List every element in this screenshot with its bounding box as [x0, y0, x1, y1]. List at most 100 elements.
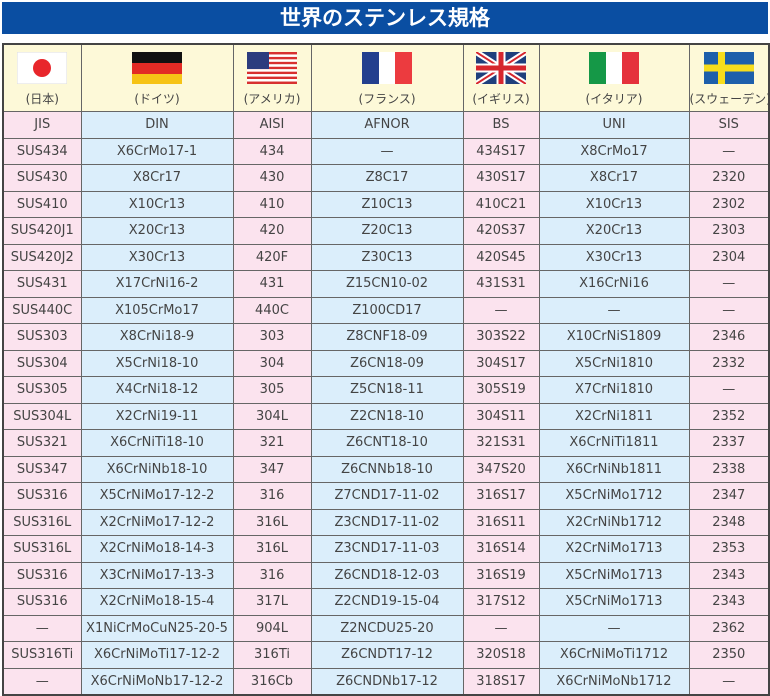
- table-cell: —: [688, 296, 770, 324]
- table-cell: —: [2, 667, 82, 696]
- column-header: SIS: [688, 111, 770, 139]
- table-cell: SUS316: [2, 561, 82, 589]
- table-row: SUS316 X2CrNiMo18-15-4 317L Z2CND19-15-04 31…: [2, 588, 770, 616]
- table-cell: SUS303: [2, 323, 82, 351]
- table-cell: SUS316L: [2, 535, 82, 563]
- table-row: SUS304 X5CrNi18-10 304 Z6CN18-09 304S17 X5CrN…: [2, 349, 770, 377]
- table-cell: 420S45: [462, 243, 540, 271]
- table-cell: X30Cr13: [80, 243, 234, 271]
- table-cell: 321S31: [462, 429, 540, 457]
- country-name: (イタリア): [585, 92, 643, 106]
- table-cell: X8Cr17: [80, 164, 234, 192]
- table-cell: X8CrNi18-9: [80, 323, 234, 351]
- table-cell: X8Cr17: [538, 164, 690, 192]
- table-cell: —: [310, 137, 464, 165]
- table-cell: SUS316: [2, 482, 82, 510]
- table-row: — X6CrNiMoNb17-12-2 316Cb Z6CNDNb17-12 318S1…: [2, 667, 770, 696]
- table-cell: Z100CD17: [310, 296, 464, 324]
- table-cell: X5CrNiMo1713: [538, 561, 690, 589]
- table-cell: Z7CND17-11-02: [310, 482, 464, 510]
- table-cell: 2346: [688, 323, 770, 351]
- table-cell: 2337: [688, 429, 770, 457]
- table-cell: 316L: [232, 508, 312, 536]
- table-cell: 2347: [688, 482, 770, 510]
- table-cell: SUS316: [2, 588, 82, 616]
- country-cell: (スウェーデン): [688, 43, 770, 112]
- country-cell: (フランス): [310, 43, 464, 112]
- table-cell: 431: [232, 270, 312, 298]
- table-cell: X6CrNiTi18-10: [80, 429, 234, 457]
- table-cell: —: [538, 296, 690, 324]
- table-cell: 2320: [688, 164, 770, 192]
- table-cell: 431S31: [462, 270, 540, 298]
- table-cell: Z6CNT18-10: [310, 429, 464, 457]
- table-cell: 347S20: [462, 455, 540, 483]
- column-header: DIN: [80, 111, 234, 139]
- table-cell: X20Cr13: [80, 217, 234, 245]
- table-cell: 316Cb: [232, 667, 312, 696]
- table-cell: 303S22: [462, 323, 540, 351]
- table-cell: X2CrNi19-11: [80, 402, 234, 430]
- table-cell: SUS304: [2, 349, 82, 377]
- table-cell: 2338: [688, 455, 770, 483]
- table-cell: SUS410: [2, 190, 82, 218]
- table-cell: 440C: [232, 296, 312, 324]
- table-cell: X5CrNi1810: [538, 349, 690, 377]
- country-cell: (アメリカ): [232, 43, 312, 112]
- table-cell: Z2NCDU25-20: [310, 614, 464, 642]
- table-cell: 2303: [688, 217, 770, 245]
- table-row: SUS316 X5CrNiMo17-12-2 316 Z7CND17-11-02 316…: [2, 482, 770, 510]
- table-cell: 317S12: [462, 588, 540, 616]
- table-cell: 316S17: [462, 482, 540, 510]
- table-cell: Z5CN18-11: [310, 376, 464, 404]
- table-cell: SUS420J2: [2, 243, 82, 271]
- table-cell: 904L: [232, 614, 312, 642]
- germany-flag-icon: [82, 52, 232, 84]
- table-cell: 305S19: [462, 376, 540, 404]
- table-cell: 2362: [688, 614, 770, 642]
- table-cell: 430S17: [462, 164, 540, 192]
- table-cell: 2348: [688, 508, 770, 536]
- table-cell: X2CrNi1811: [538, 402, 690, 430]
- table-cell: 410C21: [462, 190, 540, 218]
- table-cell: 2352: [688, 402, 770, 430]
- table-cell: 2304: [688, 243, 770, 271]
- table-cell: Z2CND19-15-04: [310, 588, 464, 616]
- table-cell: —: [462, 614, 540, 642]
- table-cell: 2332: [688, 349, 770, 377]
- table-cell: X16CrNi16: [538, 270, 690, 298]
- table-cell: 321: [232, 429, 312, 457]
- column-header: AISI: [232, 111, 312, 139]
- table-cell: X20Cr13: [538, 217, 690, 245]
- table-cell: Z10C13: [310, 190, 464, 218]
- table-cell: X10CrNiS1809: [538, 323, 690, 351]
- france-flag-icon: [312, 52, 462, 84]
- country-cell: (ドイツ): [80, 43, 234, 112]
- table-row: SUS303 X8CrNi18-9 303 Z8CNF18-09 303S22 X10Cr…: [2, 323, 770, 351]
- table-cell: X17CrNi16-2: [80, 270, 234, 298]
- table-cell: —: [688, 270, 770, 298]
- table-cell: X8CrMo17: [538, 137, 690, 165]
- usa-flag-icon: [234, 52, 310, 84]
- table-row: SUS420J1 X20Cr13 420 Z20C13 420S37 X20Cr13 230…: [2, 217, 770, 245]
- table-cell: 316S14: [462, 535, 540, 563]
- country-name: (イギリス): [472, 92, 530, 106]
- table-row: SUS321 X6CrNiTi18-10 321 Z6CNT18-10 321S31 X6…: [2, 429, 770, 457]
- country-name: (スウェーデン): [689, 92, 769, 106]
- table-cell: X6CrNiNb1811: [538, 455, 690, 483]
- table-cell: SUS434: [2, 137, 82, 165]
- table-cell: Z30C13: [310, 243, 464, 271]
- table-row: SUS440C X105CrMo17 440C Z100CD17— — —: [2, 296, 770, 324]
- table-row: SUS410 X10Cr13 410 Z10C13 410C21 X10Cr13 2302: [2, 190, 770, 218]
- table-cell: X5CrNi18-10: [80, 349, 234, 377]
- table-cell: Z20C13: [310, 217, 464, 245]
- table-row: SUS347 X6CrNiNb18-10 347 Z6CNNb18-10 347S20 X…: [2, 455, 770, 483]
- table-cell: X2CrNiMo18-14-3: [80, 535, 234, 563]
- table-cell: 316: [232, 561, 312, 589]
- table-cell: X2CrNiMo17-12-2: [80, 508, 234, 536]
- country-name: (ドイツ): [134, 92, 180, 106]
- table-cell: Z6CNDNb17-12: [310, 667, 464, 696]
- table-row: SUS431 X17CrNi16-2 431 Z15CN10-02 431S31 X16C…: [2, 270, 770, 298]
- table-cell: 2343: [688, 561, 770, 589]
- table-cell: X6CrNiMoNb17-12-2: [80, 667, 234, 696]
